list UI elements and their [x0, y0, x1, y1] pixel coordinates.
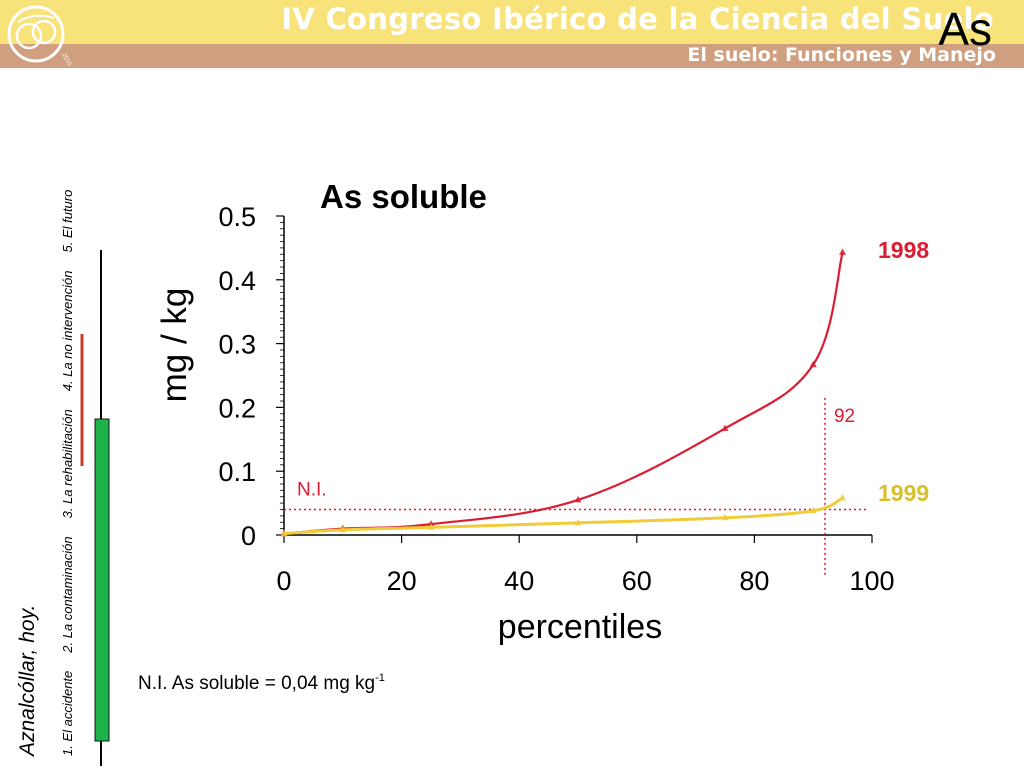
footnote-exponent: -1 [375, 672, 385, 684]
data-point-1999 [280, 529, 288, 537]
x-tick-label: 80 [739, 566, 769, 596]
current-section-bar [94, 418, 110, 742]
x-tick-label: 100 [849, 566, 894, 596]
y-tick-label: 0.1 [218, 457, 256, 487]
header-title: IV Congreso Ibérico de la Ciencia del Su… [281, 2, 994, 36]
chart-title: As soluble [320, 178, 487, 215]
footnote: N.I. As soluble = 0,04 mg kg-1 [138, 672, 385, 695]
data-point-1999 [339, 525, 347, 533]
ni-reference-label: N.I. [297, 479, 327, 500]
data-point-1998 [574, 495, 582, 503]
y-tick-label: 0.5 [218, 202, 256, 232]
subheader-band [0, 44, 1024, 68]
series-label-1998: 1998 [878, 237, 929, 263]
data-point-1999 [721, 513, 729, 521]
series-label-1999: 1999 [878, 480, 929, 506]
y-tick-label: 0 [241, 521, 256, 551]
data-point-1998 [809, 360, 817, 368]
footnote-text: N.I. As soluble = 0,04 mg kg [138, 673, 376, 694]
data-point-1999 [574, 518, 582, 526]
x-tick-label: 40 [504, 566, 534, 596]
x-tick-label: 0 [276, 566, 291, 596]
y-tick-label: 0.4 [218, 266, 256, 296]
congress-logo: 2010 [7, 5, 72, 68]
data-point-1999 [839, 493, 847, 501]
data-point-1998 [721, 424, 729, 431]
x-axis-label: percentiles [498, 608, 662, 646]
x-tick-label: 20 [387, 566, 417, 596]
data-point-1999 [809, 506, 817, 514]
header-band [0, 0, 1024, 44]
data-point-1999 [427, 523, 435, 530]
header-subtitle: El suelo: Funciones y Manejo [687, 44, 996, 66]
p92-reference-label: 92 [834, 406, 855, 427]
y-tick-label: 0.2 [218, 393, 256, 423]
y-tick-label: 0.3 [218, 330, 256, 360]
element-symbol: As [938, 3, 992, 55]
x-tick-label: 60 [622, 566, 652, 596]
y-axis-label: mg / kg [155, 288, 194, 403]
data-point-1998 [839, 248, 847, 255]
sidebar-progress-bars [80, 250, 110, 766]
series-line-1998 [283, 252, 844, 535]
